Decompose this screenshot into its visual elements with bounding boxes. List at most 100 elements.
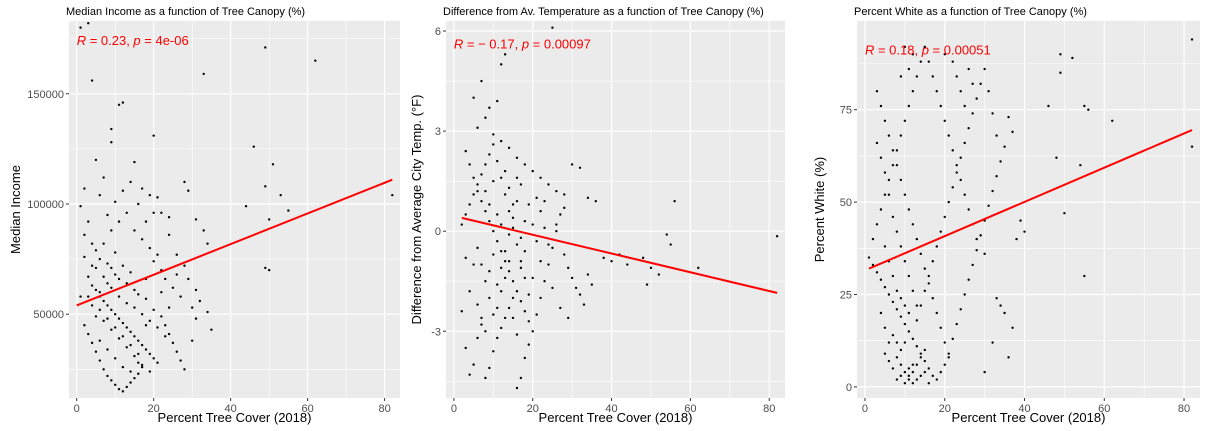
data-point bbox=[472, 96, 475, 99]
data-point bbox=[959, 178, 962, 182]
data-point bbox=[907, 367, 911, 370]
data-point bbox=[264, 185, 267, 188]
plot-panel-background bbox=[857, 21, 1200, 398]
data-point bbox=[515, 333, 519, 336]
data-point bbox=[121, 321, 125, 325]
data-point bbox=[959, 90, 962, 93]
data-point bbox=[895, 378, 899, 381]
x-tick-label: 40 bbox=[1018, 403, 1030, 415]
data-point bbox=[202, 229, 205, 232]
data-point bbox=[267, 268, 271, 272]
data-point bbox=[883, 352, 887, 355]
data-point bbox=[148, 319, 152, 323]
data-point bbox=[129, 370, 132, 373]
data-point bbox=[915, 237, 919, 241]
data-point bbox=[511, 226, 515, 230]
data-point bbox=[903, 322, 907, 326]
data-point bbox=[955, 322, 958, 326]
data-point bbox=[468, 203, 471, 206]
data-point bbox=[117, 277, 121, 281]
data-point bbox=[511, 296, 515, 300]
data-point bbox=[963, 141, 966, 145]
data-point bbox=[113, 383, 117, 386]
data-point bbox=[586, 273, 590, 276]
data-point bbox=[125, 211, 128, 215]
data-point bbox=[566, 316, 570, 320]
data-point bbox=[160, 290, 163, 294]
data-point bbox=[117, 387, 121, 391]
data-point bbox=[875, 223, 879, 226]
data-point bbox=[503, 276, 507, 280]
data-point bbox=[991, 341, 994, 344]
x-tick-label: 0 bbox=[451, 403, 457, 415]
data-point bbox=[499, 139, 503, 143]
data-point bbox=[566, 266, 570, 270]
data-point bbox=[160, 315, 163, 318]
data-point bbox=[121, 390, 125, 393]
data-point bbox=[539, 176, 542, 180]
data-point bbox=[492, 253, 495, 256]
data-point bbox=[523, 250, 527, 253]
data-point bbox=[590, 283, 594, 286]
data-point bbox=[879, 156, 883, 159]
data-point bbox=[999, 160, 1002, 163]
x-tick-label: 0 bbox=[862, 403, 868, 415]
data-point bbox=[492, 143, 495, 146]
data-point bbox=[144, 297, 148, 300]
data-point bbox=[492, 179, 495, 183]
data-point bbox=[488, 366, 491, 370]
data-point bbox=[488, 153, 491, 156]
data-point bbox=[559, 306, 562, 310]
regression-line bbox=[461, 216, 778, 294]
data-point bbox=[927, 382, 930, 385]
data-point bbox=[903, 341, 907, 344]
x-tick-label: 0 bbox=[74, 403, 80, 415]
data-point bbox=[641, 256, 645, 260]
data-point bbox=[113, 200, 117, 203]
data-point bbox=[472, 193, 475, 196]
data-point bbox=[935, 311, 938, 315]
x-axis-title: Percent Tree Cover (2018) bbox=[158, 410, 312, 425]
data-point bbox=[160, 211, 163, 215]
data-point bbox=[496, 283, 499, 286]
data-point bbox=[164, 324, 167, 327]
data-point bbox=[1007, 356, 1010, 359]
data-point bbox=[179, 359, 182, 362]
data-point bbox=[563, 206, 566, 210]
data-point bbox=[895, 163, 899, 167]
data-point bbox=[891, 333, 895, 337]
data-point bbox=[1087, 108, 1090, 111]
data-point bbox=[673, 199, 676, 203]
p-value: = 0.00051 bbox=[929, 43, 991, 58]
data-point bbox=[117, 317, 121, 320]
data-point bbox=[121, 335, 125, 338]
data-point bbox=[507, 270, 511, 273]
data-point bbox=[963, 293, 966, 296]
x-tick-label: 20 bbox=[527, 403, 539, 415]
data-point bbox=[496, 99, 499, 103]
data-point bbox=[121, 365, 125, 369]
data-point bbox=[959, 308, 962, 311]
data-point bbox=[899, 178, 903, 182]
data-point bbox=[152, 357, 155, 360]
data-point bbox=[919, 374, 923, 378]
data-point bbox=[94, 315, 98, 318]
data-point bbox=[879, 311, 883, 315]
data-point bbox=[507, 260, 511, 263]
data-point bbox=[527, 343, 530, 346]
data-point bbox=[887, 134, 891, 137]
data-point bbox=[175, 273, 178, 276]
data-point bbox=[931, 75, 934, 78]
data-point bbox=[511, 316, 515, 320]
data-point bbox=[202, 72, 205, 76]
data-point bbox=[911, 53, 915, 56]
data-point bbox=[511, 216, 515, 220]
data-point bbox=[137, 202, 140, 206]
data-point bbox=[468, 290, 471, 293]
data-point bbox=[887, 293, 891, 296]
x-tick-label: 60 bbox=[1098, 403, 1110, 415]
data-point bbox=[523, 276, 527, 280]
p-symbol: p bbox=[521, 36, 529, 51]
data-point bbox=[903, 193, 907, 196]
data-point bbox=[144, 220, 148, 223]
